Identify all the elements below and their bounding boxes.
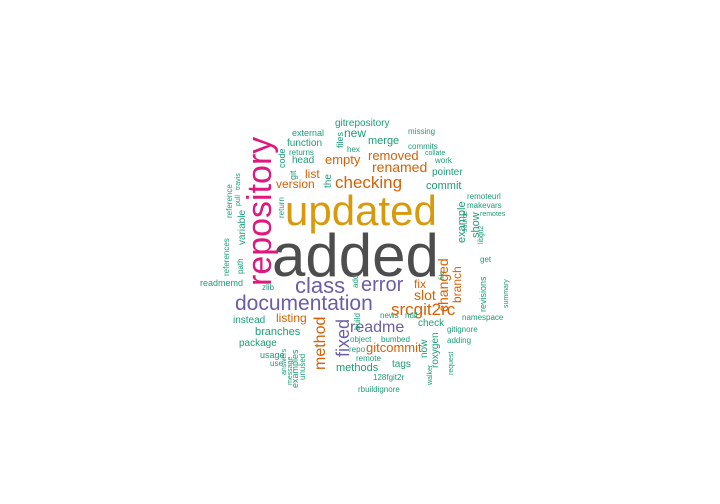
word-documentation: documentation	[235, 292, 373, 315]
word-references: references	[222, 238, 231, 276]
word-return: return	[277, 197, 286, 218]
word-external: external	[292, 128, 324, 138]
word-listing: listing	[276, 311, 307, 325]
word-added: added	[272, 222, 439, 289]
word-rbuildignore: rbuildignore	[358, 385, 400, 394]
word-usage: usage	[260, 350, 285, 360]
word-class: class	[295, 273, 345, 298]
word-commit: commit	[426, 180, 461, 192]
word-collate: collate	[425, 150, 445, 157]
word-branches: branches	[255, 326, 301, 338]
word-roxygen: roxygen	[430, 332, 441, 368]
word-add: add	[351, 275, 360, 288]
word-object: object	[350, 335, 372, 344]
word-gitignore: gitignore	[447, 325, 478, 334]
word-list: list	[305, 167, 320, 181]
word-repository: repository	[241, 137, 279, 286]
word-gitcommit: gitcommit	[366, 340, 422, 355]
word-makevars: makevars	[467, 201, 502, 210]
word-fix: fix	[414, 277, 426, 291]
word-pointer: pointer	[432, 167, 463, 178]
word-version: version	[276, 177, 315, 191]
word-readme: readme	[350, 319, 404, 336]
word-answers: answers	[281, 348, 288, 375]
word-head: head	[292, 155, 314, 166]
word-error: error	[361, 274, 404, 296]
word-srcgit2rc: srcgit2rc	[391, 300, 456, 319]
word-adding: adding	[447, 336, 471, 345]
word-summary: summary	[503, 279, 510, 308]
word-build: build	[353, 313, 362, 330]
word-get: get	[480, 255, 492, 264]
word-message: message	[287, 356, 294, 385]
word-merge: merge	[368, 135, 399, 147]
word-examples: examples	[290, 349, 300, 388]
word-function: function	[287, 138, 322, 149]
word-show: show	[470, 212, 482, 238]
word-slot: slot	[414, 287, 436, 303]
word-commits: commits	[408, 142, 438, 151]
word-method: method	[312, 317, 329, 370]
word-128fgit2r: 128fgit2r	[373, 373, 404, 382]
word-code: code	[277, 148, 287, 168]
word-methods: methods	[336, 362, 379, 374]
word-unused: unused	[298, 354, 307, 380]
word-missing: missing	[408, 127, 435, 136]
word-updated: updated	[285, 187, 437, 234]
word-example: example	[456, 201, 468, 243]
word-instead: instead	[233, 315, 265, 326]
word-git: git	[288, 170, 298, 180]
word-checking: checking	[335, 173, 402, 192]
word-source: source	[462, 211, 469, 232]
word-walker: walker	[427, 364, 434, 386]
word-readmemd: readmemd	[200, 278, 243, 288]
word-tags: tags	[392, 359, 411, 370]
word-remoteurl: remoteurl	[467, 192, 501, 201]
word-zlib: zlib	[262, 283, 275, 292]
word-remote: remote	[356, 354, 381, 363]
word-repo: repo	[349, 345, 366, 354]
word-returns: returns	[289, 148, 314, 157]
word-bumbed: bumbed	[381, 335, 410, 344]
word-hex: hex	[347, 145, 360, 154]
word-now: now	[419, 339, 430, 358]
word-files: files	[335, 131, 345, 148]
word-request: request	[448, 352, 455, 375]
word-gitrepository: gitrepository	[335, 118, 389, 129]
word-file: file	[439, 271, 446, 280]
word-null: null	[405, 311, 418, 320]
word-changed: changed	[435, 258, 451, 312]
word-renamed: renamed	[372, 159, 427, 175]
word-variable: variable	[237, 210, 248, 245]
word-libgit2: libgit2	[478, 226, 485, 244]
word-the: the	[323, 174, 334, 188]
word-package: package	[239, 338, 277, 349]
word-branch: branch	[450, 266, 464, 303]
word-reference: reference	[225, 184, 234, 218]
word-news: news	[380, 311, 399, 320]
word-new: new	[344, 126, 366, 140]
word-fixed: fixed	[333, 319, 353, 357]
word-work: work	[434, 156, 453, 165]
word-travis: travis	[235, 173, 242, 190]
word-check: check	[418, 318, 445, 329]
word-revisions: revisions	[478, 276, 488, 312]
word-removed: removed	[368, 148, 419, 163]
word-remotes: remotes	[480, 211, 506, 218]
word-empty: empty	[325, 152, 361, 167]
word-namespace: namespace	[462, 313, 504, 322]
word-use: use	[270, 359, 283, 368]
word-path: path	[236, 258, 245, 274]
word-pull: pull	[235, 195, 242, 206]
